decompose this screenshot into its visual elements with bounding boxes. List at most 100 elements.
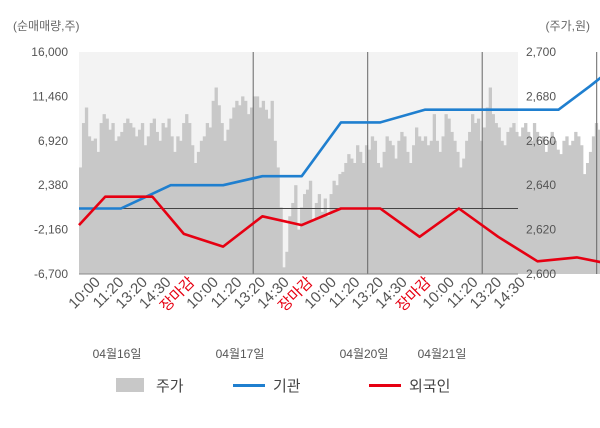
price-bar	[79, 167, 83, 274]
price-bar	[332, 180, 336, 274]
price-bar	[459, 167, 463, 274]
price-bar	[149, 123, 154, 274]
price-bar	[488, 87, 492, 275]
price-bar	[208, 127, 212, 274]
price-bar	[167, 118, 171, 274]
price-bar	[359, 151, 363, 274]
price-bar	[376, 163, 380, 274]
date-labels: 04월16일 04월17일 04월20일 04월21일	[93, 347, 467, 361]
price-bar	[135, 136, 139, 274]
price-bar	[580, 145, 584, 274]
price-bar	[538, 145, 543, 274]
price-bar	[261, 100, 266, 274]
price-bar	[317, 194, 322, 274]
price-bar	[205, 123, 210, 274]
price-bar	[217, 105, 221, 274]
price-bar	[500, 140, 504, 274]
price-bar	[485, 107, 490, 274]
price-bar	[394, 158, 398, 274]
price-bar	[553, 140, 557, 274]
price-bar	[226, 129, 230, 274]
price-bar	[406, 151, 410, 274]
price-bar	[361, 163, 366, 274]
price-bar	[562, 140, 566, 274]
price-bar	[320, 211, 324, 274]
price-bar	[335, 185, 339, 274]
series-line-foreign	[78, 195, 600, 264]
price-bar	[294, 185, 298, 274]
price-bar	[532, 123, 537, 274]
price-bar	[435, 140, 439, 274]
price-bar	[379, 167, 383, 274]
price-bar	[196, 151, 201, 274]
price-bar	[108, 129, 112, 274]
price-bar	[547, 140, 551, 274]
price-bar	[244, 100, 248, 274]
price-bar	[188, 123, 192, 274]
price-bar	[220, 123, 224, 274]
price-bar	[494, 123, 498, 274]
price-bar	[512, 123, 516, 274]
price-bar	[571, 140, 575, 274]
price-bar	[497, 127, 501, 274]
right-tick-label: 2,620	[526, 223, 556, 237]
price-bar	[211, 100, 215, 274]
price-bar	[476, 118, 481, 274]
left-tick-label: 16,000	[31, 45, 68, 59]
price-bar	[556, 149, 560, 274]
price-bar	[429, 140, 434, 274]
price-bar	[367, 149, 372, 274]
price-bar	[577, 136, 581, 274]
price-bar	[199, 140, 204, 274]
right-tick-label: 2,700	[526, 45, 556, 59]
series-lines	[78, 76, 600, 264]
price-bar	[597, 129, 600, 274]
price-bar	[441, 136, 445, 274]
price-bar	[588, 151, 593, 274]
price-bar	[87, 136, 92, 274]
price-bar	[518, 136, 522, 274]
price-bar	[99, 123, 103, 274]
price-bar	[471, 114, 475, 274]
price-bar	[255, 96, 260, 275]
date-label: 04월16일	[93, 347, 142, 361]
price-bar	[223, 140, 227, 274]
price-bar	[152, 118, 156, 274]
price-bar	[193, 163, 198, 274]
price-bar	[415, 127, 419, 274]
price-bar	[412, 145, 416, 274]
left-tick-label: -2,160	[34, 223, 68, 237]
price-bar	[370, 136, 375, 274]
price-bar	[123, 123, 127, 274]
price-bar	[397, 140, 401, 274]
price-bar	[479, 140, 484, 274]
price-bar	[438, 151, 442, 274]
price-bar	[164, 127, 168, 274]
price-bar	[385, 136, 389, 274]
price-bar	[229, 118, 233, 274]
left-tick-label: 11,460	[32, 89, 68, 103]
price-bar	[81, 123, 86, 274]
price-bar	[391, 145, 395, 274]
price-bar	[326, 216, 330, 274]
price-bar	[541, 136, 546, 274]
price-bar	[305, 189, 310, 274]
price-bar	[267, 118, 271, 274]
price-bar	[258, 107, 263, 274]
price-bar	[173, 151, 177, 274]
price-bar	[515, 131, 519, 274]
right-axis-title: (주가,원)	[546, 19, 590, 33]
price-bar	[491, 114, 495, 274]
legend-label: 주가	[156, 378, 184, 395]
price-bar	[527, 131, 531, 274]
price-bars	[79, 87, 600, 275]
price-bar	[143, 145, 148, 274]
price-bar	[214, 87, 218, 275]
x-ticks: 10:0011:2013:2014:30장마감10:0011:2013:2014…	[65, 274, 529, 315]
price-bar	[285, 251, 289, 274]
price-bar	[182, 123, 186, 274]
price-bar	[137, 129, 142, 274]
price-bar	[417, 136, 422, 274]
price-bar	[170, 136, 174, 274]
price-bar	[420, 140, 425, 274]
